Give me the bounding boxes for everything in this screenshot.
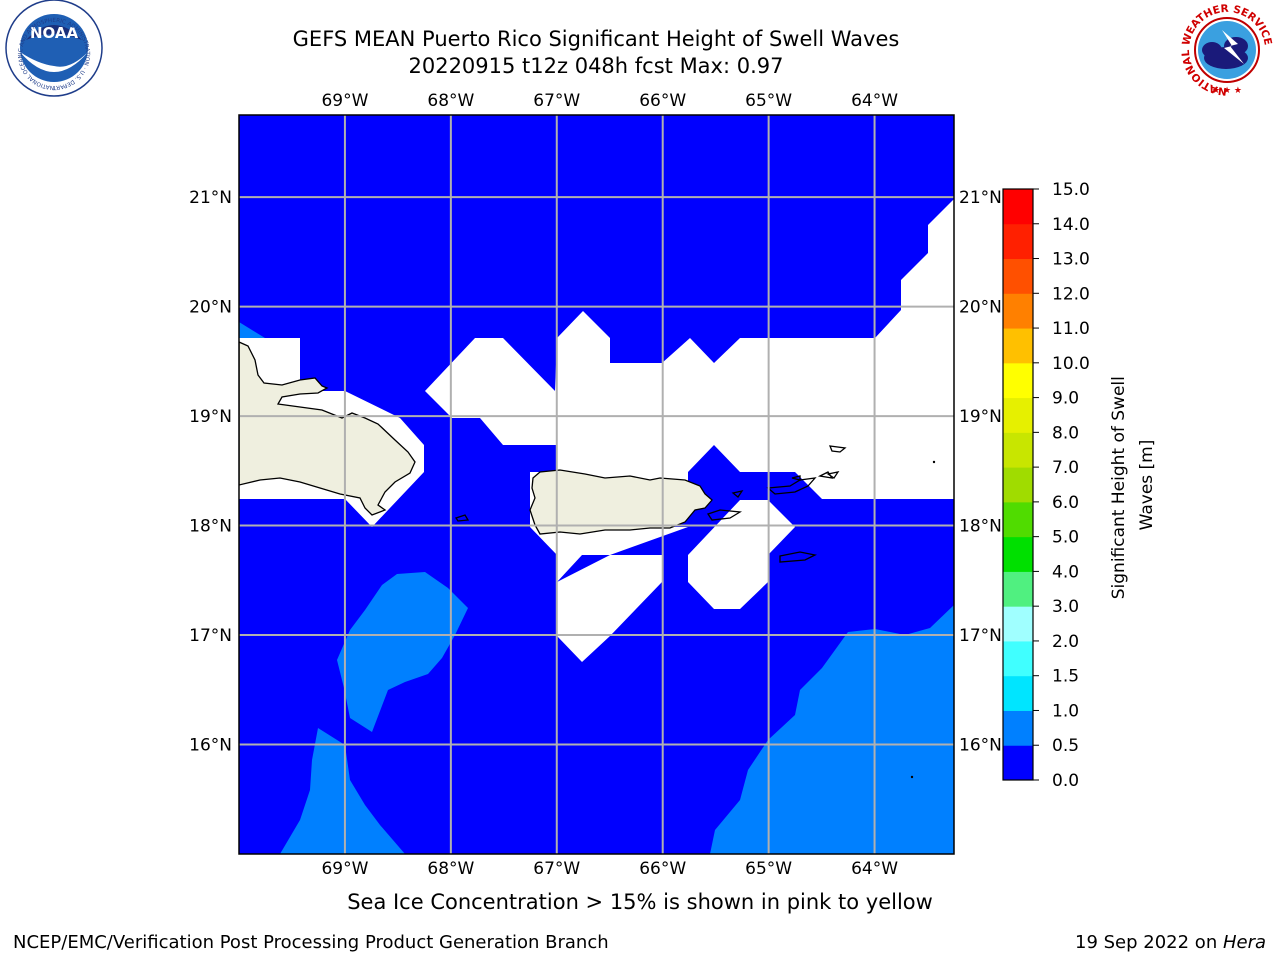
swell-region-0p5-southwest bbox=[239, 728, 405, 854]
lon-label-bottom: 68°W bbox=[427, 859, 474, 879]
vieques-island bbox=[706, 509, 743, 521]
lat-label-right: 21°N bbox=[959, 188, 1002, 208]
colorbar-tick-label: 15.0 bbox=[1052, 180, 1090, 200]
colorbar-segment-10 bbox=[1003, 397, 1033, 433]
hispaniola-landmass bbox=[239, 341, 416, 516]
swell-region-0p5-south-central bbox=[337, 572, 468, 732]
lat-label-right: 16°N bbox=[959, 736, 1002, 756]
colorbar-tick-label: 1.0 bbox=[1052, 701, 1079, 721]
colorbar-tick-label: 11.0 bbox=[1052, 319, 1090, 339]
virgin-islands-north bbox=[766, 477, 817, 495]
lon-label-top: 65°W bbox=[745, 91, 792, 111]
map-frame bbox=[238, 114, 955, 855]
colorbar-tick-label: 14.0 bbox=[1052, 215, 1090, 235]
lon-label-bottom: 69°W bbox=[321, 859, 368, 879]
colorbar-segment-5 bbox=[1003, 571, 1033, 607]
colorbar-segment-8 bbox=[1003, 467, 1033, 503]
colorbar-frame bbox=[1002, 188, 1034, 781]
map-field bbox=[239, 115, 954, 854]
lon-label-bottom: 64°W bbox=[851, 859, 898, 879]
title-line-2: 20220915 t12z 048h fcst Max: 0.97 bbox=[408, 54, 784, 78]
lon-label-bottom: 67°W bbox=[533, 859, 580, 879]
masked-region-mona bbox=[557, 555, 582, 582]
lat-label-right: 20°N bbox=[959, 298, 1002, 318]
colorbar-segment-9 bbox=[1003, 432, 1033, 468]
mona-island bbox=[454, 514, 470, 522]
lat-label-left: 19°N bbox=[189, 407, 232, 427]
colorbar-tick-label: 3.0 bbox=[1052, 597, 1079, 617]
colorbar-tick-label: 13.0 bbox=[1052, 250, 1090, 270]
colorbar-tick-label: 2.0 bbox=[1052, 632, 1079, 652]
lat-label-right: 17°N bbox=[959, 626, 1002, 646]
colorbar-tick-label: 0.0 bbox=[1052, 771, 1079, 791]
puerto-rico-landmass bbox=[529, 469, 713, 535]
colorbar-segment-3 bbox=[1003, 640, 1033, 677]
lat-label-right: 18°N bbox=[959, 517, 1002, 537]
lon-label-top: 67°W bbox=[533, 91, 580, 111]
footer-credit: NCEP/EMC/Verification Post Processing Pr… bbox=[13, 932, 609, 953]
gridlines bbox=[239, 115, 954, 854]
noaa-logo-text: NOAA bbox=[30, 24, 79, 42]
lat-label-left: 20°N bbox=[189, 298, 232, 318]
footer-host: Hera bbox=[1222, 932, 1266, 953]
sea-ice-caption: Sea Ice Concentration > 15% is shown in … bbox=[347, 890, 933, 914]
footer-date: 19 Sep 2022 on Hera bbox=[1075, 932, 1266, 953]
noaa-logo-icon: NOAA NATIONAL OCEANIC AND ATMOSPHERIC AD… bbox=[0, 0, 103, 97]
lat-label-left: 18°N bbox=[189, 517, 232, 537]
colorbar-segment-14 bbox=[1003, 258, 1033, 294]
lon-label-top: 68°W bbox=[427, 91, 474, 111]
colorbar-tick-label: 1.5 bbox=[1052, 667, 1079, 687]
colorbar-segment-6 bbox=[1003, 536, 1033, 572]
colorbar-tick-label: 6.0 bbox=[1052, 493, 1079, 513]
colorbar-segment-13 bbox=[1003, 293, 1033, 329]
islet-dot-east bbox=[932, 460, 936, 464]
nws-logo-icon: NATIONAL WEATHER SERVICE ★ ★ ★ bbox=[1180, 3, 1274, 97]
colorbar-tick-label: 9.0 bbox=[1052, 389, 1079, 409]
colorbar-tick-label: 0.5 bbox=[1052, 736, 1079, 756]
colorbar-segment-4 bbox=[1003, 606, 1033, 642]
colorbar-label: Significant Height of Swell Waves [m] bbox=[1109, 371, 1157, 600]
colorbar-tick-label: 12.0 bbox=[1052, 284, 1090, 304]
swell-region-0p5-southeast bbox=[710, 605, 954, 854]
colorbar-tick-label: 8.0 bbox=[1052, 423, 1079, 443]
title-line-1: GEFS MEAN Puerto Rico Significant Height… bbox=[292, 27, 900, 51]
lon-label-bottom: 66°W bbox=[639, 859, 686, 879]
anegada-island bbox=[828, 445, 847, 453]
colorbar-segment-0 bbox=[1003, 745, 1033, 781]
colorbar-tick-label: 7.0 bbox=[1052, 458, 1079, 478]
colorbar-segment-11 bbox=[1003, 362, 1033, 399]
anguilla-islet bbox=[826, 471, 840, 479]
islet-dot-south bbox=[910, 775, 914, 779]
colorbar-tick-label: 4.0 bbox=[1052, 562, 1079, 582]
colorbar-segment-12 bbox=[1003, 328, 1033, 364]
culebra-island bbox=[731, 490, 744, 498]
colorbar-tick-label: 10.0 bbox=[1052, 354, 1090, 374]
colorbar-segment-7 bbox=[1003, 501, 1033, 538]
colorbar-segment-1 bbox=[1003, 710, 1033, 746]
nws-stars-icon: ★ ★ ★ bbox=[1212, 86, 1242, 96]
colorbar-segment-15 bbox=[1003, 223, 1033, 260]
colorbar: 0.0 0.5 1.0 1.5 2.0 3.0 4.0 5.0 6.0 7.0 8.0 9.0 10.0… bbox=[1002, 180, 1090, 791]
colorbar-segment-16 bbox=[1003, 189, 1033, 225]
lat-label-left: 21°N bbox=[189, 188, 232, 208]
lon-label-top: 64°W bbox=[851, 91, 898, 111]
lat-label-right: 19°N bbox=[959, 407, 1002, 427]
colorbar-segment-2 bbox=[1003, 675, 1033, 711]
axis-labels: 69°W 69°W 68°W 68°W 67°W 67°W 66°W 66°W 65°W 65°W… bbox=[189, 91, 1002, 879]
chart-title: GEFS MEAN Puerto Rico Significant Height… bbox=[293, 26, 900, 80]
lon-label-bottom: 65°W bbox=[745, 859, 792, 879]
lon-label-top: 69°W bbox=[321, 91, 368, 111]
st-croix-island bbox=[779, 551, 817, 563]
colorbar-tick-label: 5.0 bbox=[1052, 528, 1079, 548]
lat-label-left: 16°N bbox=[189, 736, 232, 756]
lon-label-top: 66°W bbox=[639, 91, 686, 111]
lat-label-left: 17°N bbox=[189, 626, 232, 646]
